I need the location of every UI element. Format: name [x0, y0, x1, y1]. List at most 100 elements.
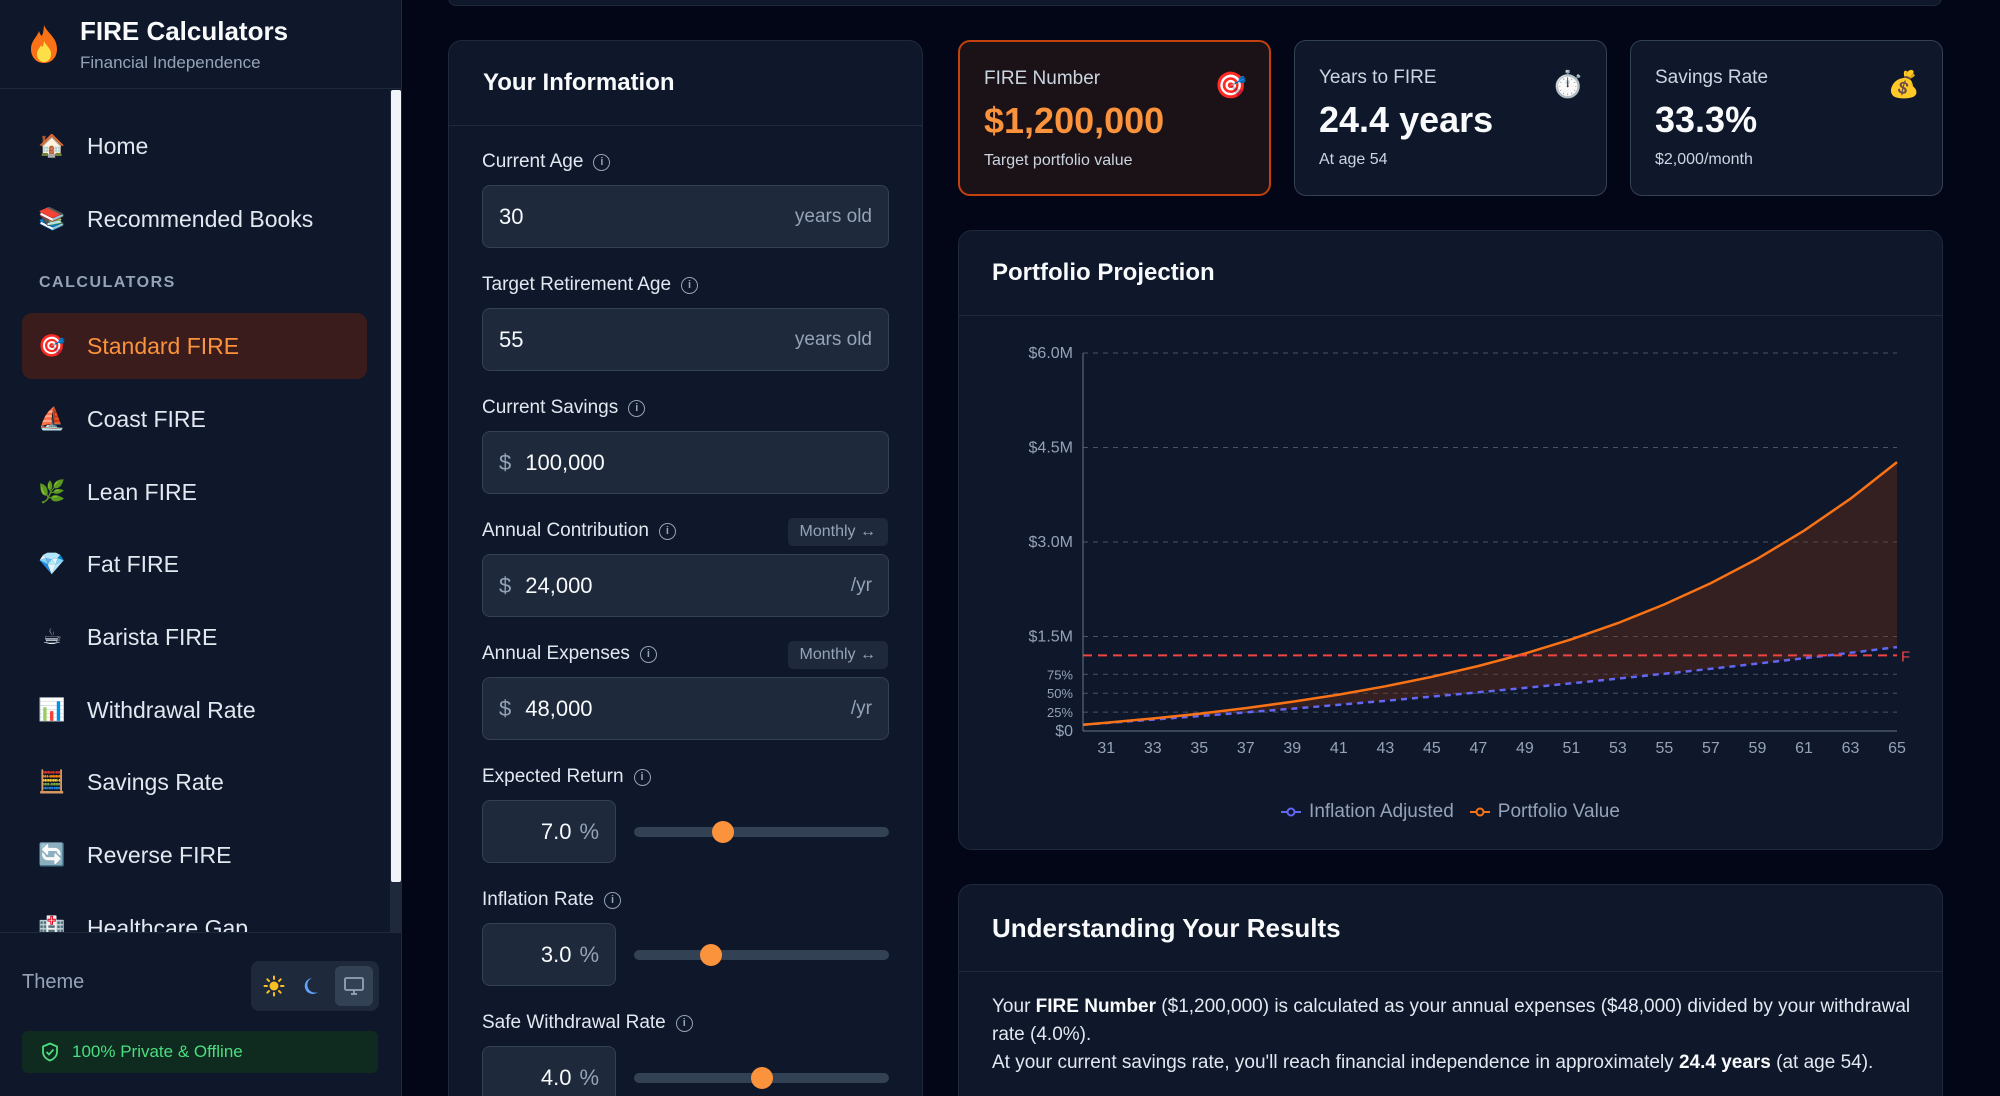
info-icon[interactable]: i	[603, 891, 621, 909]
label-text: Inflation Rate	[482, 889, 594, 910]
text: (at age 54).	[1770, 1052, 1874, 1073]
your-information-card: Your Information Current Age i 30 years o…	[448, 40, 923, 1096]
shield-check-icon	[42, 1042, 58, 1062]
stat-sub: $2,000/month	[1655, 151, 1753, 168]
expenses-frequency-toggle[interactable]: Monthly ↔	[787, 641, 888, 669]
y-tick-label: 50%	[1047, 686, 1073, 701]
safe-withdrawal-label: Safe Withdrawal Rate i	[482, 1012, 693, 1034]
annual-expenses-input[interactable]: $ 48,000 /yr	[482, 677, 889, 740]
sun-icon[interactable]	[255, 966, 293, 1006]
x-tick-label: 49	[1516, 740, 1534, 757]
brand-title: FIRE Calculators	[80, 15, 289, 46]
slider-knob[interactable]	[699, 944, 722, 966]
x-tick-label: 35	[1190, 740, 1208, 757]
sidebar-nav: 🏠 Home 📚 Recommended Books CALCULATORS 🎯…	[0, 90, 390, 932]
expected-return-slider[interactable]	[634, 821, 889, 843]
percent-unit: %	[579, 818, 599, 844]
legend-line-icon	[1469, 807, 1490, 817]
inflation-rate-value: 3.0	[540, 941, 572, 967]
current-age-input[interactable]: 30 years old	[482, 185, 889, 248]
current-age-value: 30	[499, 203, 524, 229]
brand[interactable]: FIRE Calculators Financial Independence	[0, 0, 401, 89]
expected-return-input[interactable]: 7.0%	[482, 800, 616, 863]
sidebar-item-fat-fire[interactable]: 💎 Fat FIRE	[22, 531, 367, 597]
contribution-frequency-toggle[interactable]: Monthly ↔	[787, 518, 888, 546]
text: ($1,200,000) is calculated as your annua…	[992, 996, 1911, 1045]
sidebar-item-barista-fire[interactable]: ☕ Barista FIRE	[22, 604, 367, 670]
results-body: Your FIRE Number ($1,200,000) is calcula…	[992, 993, 1912, 1077]
scrollbar-thumb[interactable]	[391, 90, 401, 882]
sidebar-item-coast-fire[interactable]: ⛵ Coast FIRE	[22, 386, 367, 452]
info-icon[interactable]: i	[628, 399, 646, 417]
x-tick-label: 63	[1842, 740, 1860, 757]
x-tick-label: 61	[1795, 740, 1813, 757]
current-savings-label: Current Savings i	[482, 397, 646, 419]
current-savings-input[interactable]: $ 100,000	[482, 431, 889, 494]
info-icon[interactable]: i	[633, 768, 651, 786]
y-tick-label: 25%	[1047, 705, 1073, 720]
info-icon[interactable]: i	[658, 522, 676, 540]
inflation-rate-slider[interactable]	[634, 944, 889, 966]
gem-icon: 💎	[38, 551, 66, 576]
legend-portfolio-value[interactable]: Portfolio Value	[1469, 801, 1620, 823]
safe-withdrawal-input[interactable]: 4.0%	[482, 1046, 616, 1096]
slider-knob[interactable]	[750, 1067, 773, 1089]
x-tick-label: 31	[1097, 740, 1115, 757]
stat-sub: Target portfolio value	[984, 152, 1133, 169]
currency-prefix: $	[499, 449, 512, 475]
slider-knob[interactable]	[712, 821, 735, 843]
calculators-section-label: CALCULATORS	[39, 274, 176, 291]
results-paragraph-timeline: At your current savings rate, you'll rea…	[992, 1049, 1912, 1077]
repeat-icon: 🔄	[38, 842, 66, 867]
sidebar-item-healthcare-gap[interactable]: 🏥 Healthcare Gap	[22, 895, 367, 933]
sidebar-item-standard-fire[interactable]: 🎯 Standard FIRE	[22, 313, 367, 379]
sidebar-item-withdrawal-rate[interactable]: 📊 Withdrawal Rate	[22, 677, 367, 743]
current-age-label: Current Age i	[482, 151, 611, 173]
portfolio-projection-card: Portfolio Projection $0 25% 50% 75% $1.5M $3.…	[958, 230, 1943, 850]
info-icon[interactable]: i	[675, 1014, 693, 1032]
inflation-rate-input[interactable]: 3.0%	[482, 923, 616, 986]
portfolio-chart[interactable]: $0 25% 50% 75% $1.5M $3.0M $4.5M $6.0M 31 33 35 37 3…	[959, 231, 1944, 791]
card-title: Your Information	[483, 69, 675, 96]
target-age-value: 55	[499, 326, 524, 352]
house-icon: 🏠	[38, 133, 66, 158]
divider	[449, 125, 922, 126]
sidebar-scrollbar[interactable]	[390, 90, 402, 932]
x-tick-label: 53	[1609, 740, 1627, 757]
x-tick-label: 45	[1423, 740, 1441, 757]
y-tick-label: 75%	[1047, 667, 1073, 682]
sidebar-item-label: Home	[87, 132, 149, 159]
safe-withdrawal-slider[interactable]	[634, 1067, 889, 1089]
fire-icon	[24, 20, 64, 68]
moon-icon[interactable]	[295, 966, 333, 1006]
info-icon[interactable]: i	[681, 276, 699, 294]
savings-rate-card: Savings Rate 33.3% $2,000/month 💰	[1630, 40, 1943, 196]
divider	[959, 971, 1942, 972]
sidebar-item-label: Recommended Books	[87, 205, 314, 232]
sailboat-icon: ⛵	[38, 406, 66, 431]
sidebar-item-reverse-fire[interactable]: 🔄 Reverse FIRE	[22, 822, 367, 888]
info-icon[interactable]: i	[593, 153, 611, 171]
y-tick-label: $6.0M	[1029, 345, 1073, 362]
sidebar-item-home[interactable]: 🏠 Home	[22, 113, 367, 179]
sidebar-item-savings-rate[interactable]: 🧮 Savings Rate	[22, 749, 367, 815]
y-tick-label: $3.0M	[1029, 534, 1073, 551]
info-icon[interactable]: i	[639, 645, 657, 663]
annual-contribution-input[interactable]: $ 24,000 /yr	[482, 554, 889, 617]
stat-label: Years to FIRE	[1319, 67, 1437, 88]
monitor-icon[interactable]	[335, 966, 373, 1006]
hospital-icon: 🏥	[38, 915, 66, 932]
target-age-input[interactable]: 55 years old	[482, 308, 889, 371]
label-text: Current Savings	[482, 397, 619, 418]
target-icon: 🎯	[1214, 70, 1247, 100]
stat-label: FIRE Number	[984, 68, 1101, 89]
expected-return-value: 7.0	[540, 818, 572, 844]
sidebar-item-label: Healthcare Gap	[87, 914, 249, 933]
legend-inflation-adjusted[interactable]: Inflation Adjusted	[1281, 801, 1454, 823]
sidebar-item-recommended-books[interactable]: 📚 Recommended Books	[22, 186, 367, 252]
sidebar-item-lean-fire[interactable]: 🌿 Lean FIRE	[22, 459, 367, 525]
currency-prefix: $	[499, 695, 512, 721]
stat-label: Savings Rate	[1655, 67, 1769, 88]
privacy-label: 100% Private & Offline	[72, 1042, 243, 1061]
sidebar-item-label: Coast FIRE	[87, 405, 206, 432]
